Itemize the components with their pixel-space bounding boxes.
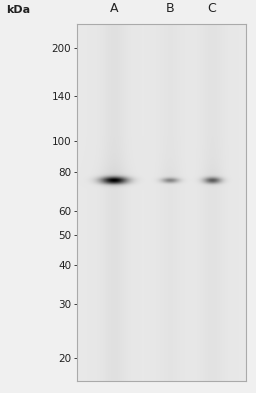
Text: kDa: kDa: [6, 5, 30, 15]
Text: A: A: [110, 2, 118, 15]
Text: B: B: [165, 2, 174, 15]
Text: C: C: [208, 2, 216, 15]
